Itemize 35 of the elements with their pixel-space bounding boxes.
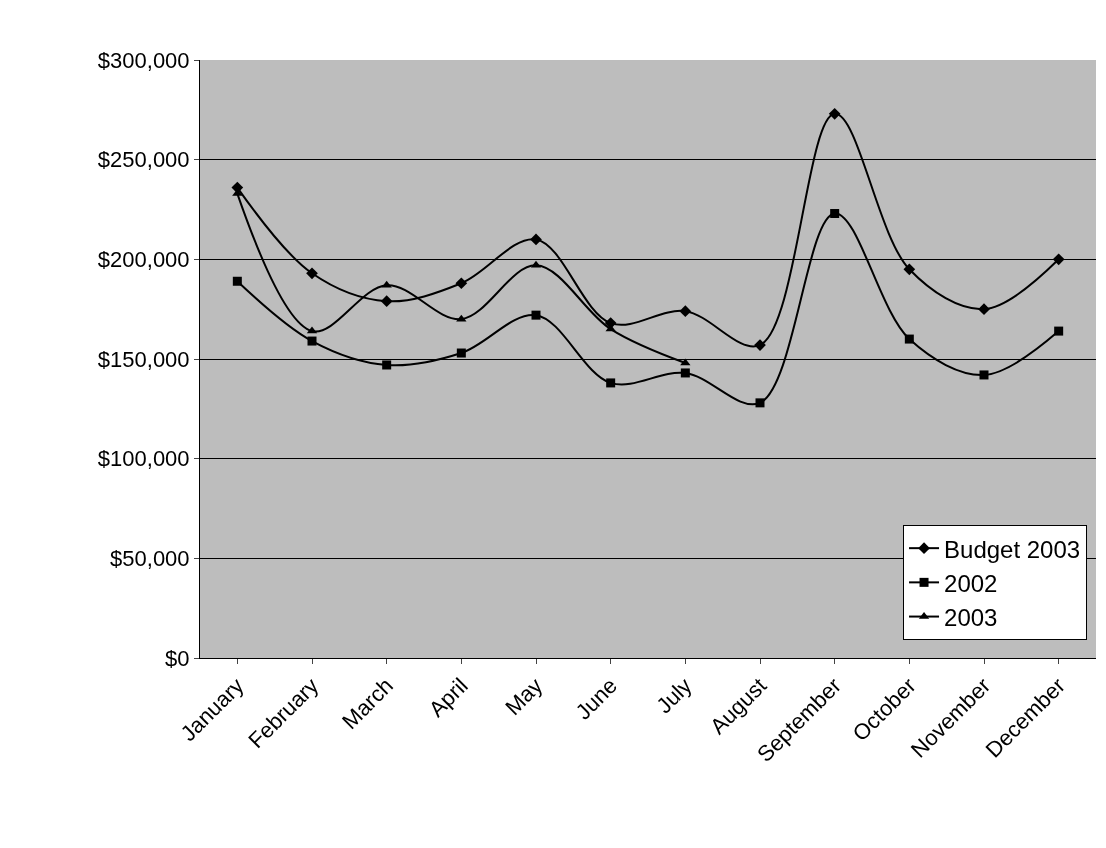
point — [531, 310, 541, 320]
point — [680, 368, 690, 378]
point — [456, 348, 466, 358]
point — [232, 276, 242, 286]
point — [680, 358, 691, 366]
point — [904, 334, 914, 344]
y-tick-label: $0 — [165, 645, 190, 671]
y-tick-label: $150,000 — [97, 346, 190, 372]
x-tick-label: July — [651, 673, 697, 719]
point — [455, 277, 468, 290]
point — [903, 263, 916, 276]
y-tick-label: $200,000 — [97, 247, 190, 273]
y-tick-label: $50,000 — [110, 546, 190, 572]
point — [755, 398, 765, 408]
point — [978, 303, 990, 316]
point — [380, 295, 393, 308]
point — [828, 107, 841, 120]
point — [381, 280, 392, 288]
point — [306, 267, 318, 280]
legend-label: 2002 — [944, 569, 998, 597]
x-tick-label: May — [500, 673, 548, 721]
point — [382, 360, 392, 370]
y-tick-label: $250,000 — [97, 147, 190, 173]
y-tick-label: $100,000 — [97, 446, 190, 472]
point — [979, 370, 989, 380]
legend-label: 2003 — [944, 603, 998, 631]
point — [307, 336, 317, 346]
point — [679, 305, 692, 318]
point — [1052, 253, 1065, 266]
point — [606, 378, 616, 388]
y-tick-label: $300,000 — [97, 47, 190, 73]
legend-label: Budget 2003 — [944, 535, 1081, 563]
point — [530, 233, 542, 246]
point — [1054, 326, 1064, 336]
point — [830, 208, 840, 218]
